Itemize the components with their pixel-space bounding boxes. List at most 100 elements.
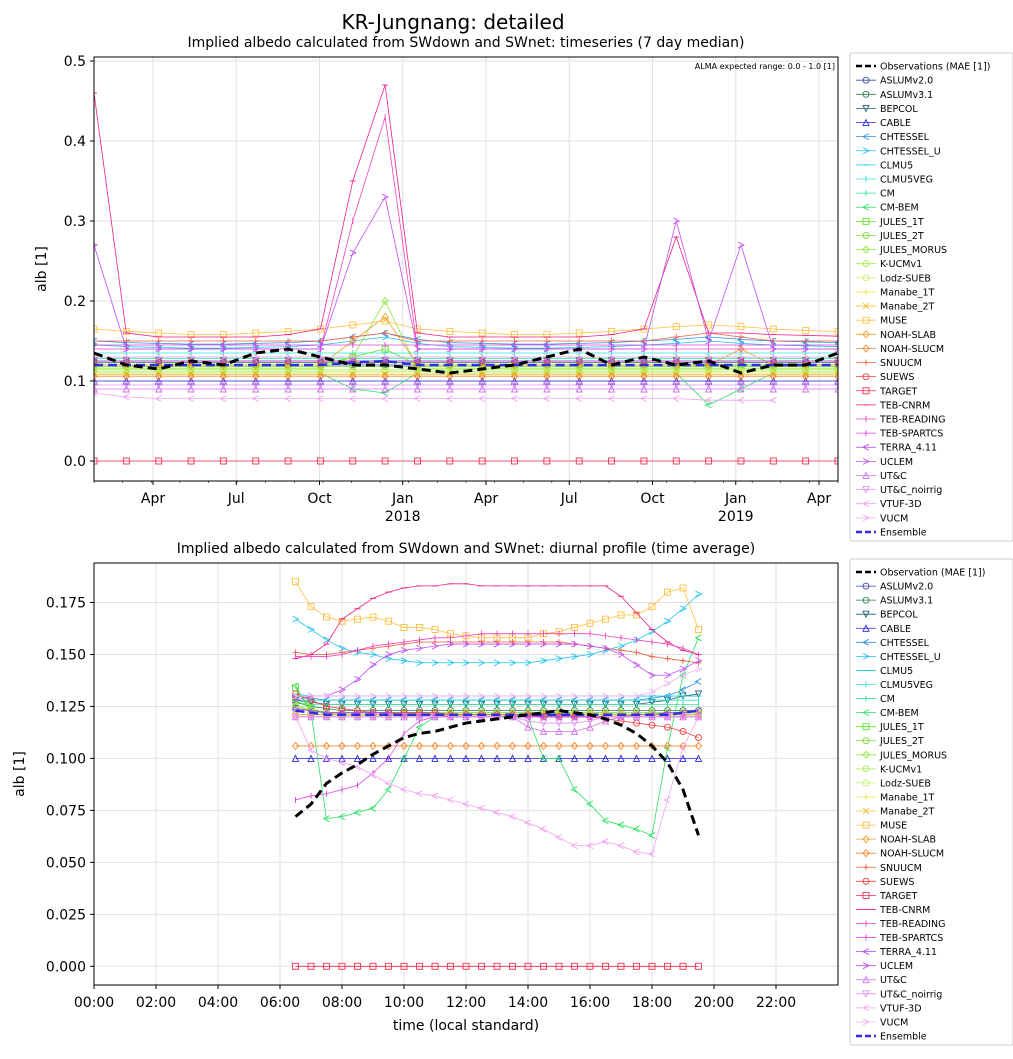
point-uclem [478, 640, 486, 648]
point-vtuf-3d [508, 813, 516, 821]
point-ut-c-noirrig [539, 719, 548, 728]
point-ut-c [555, 727, 563, 735]
point-muse [672, 323, 680, 331]
y-tick-label: 0.075 [46, 803, 86, 819]
point-muse [586, 619, 594, 627]
point-target [447, 962, 454, 970]
legend-label-muse: MUSE [880, 316, 907, 327]
point-vtuf-3d [316, 395, 324, 403]
point-target [400, 962, 408, 970]
point-terra-4-11 [413, 357, 421, 365]
point-jules-2t [94, 363, 98, 371]
point-vtuf-3d [539, 825, 547, 833]
point-snuucm [835, 338, 838, 344]
legend-marker-noah-slab [862, 834, 870, 844]
point-cm-bem [570, 786, 578, 793]
legend-marker-ut-c-noirrig [862, 486, 870, 494]
line-ensemble [94, 359, 838, 367]
point-cable [477, 754, 486, 762]
point-muse [252, 329, 260, 337]
legend-marker-noah-slucm [862, 344, 870, 353]
point-terra-4-11 [663, 709, 671, 717]
legend-label-manabe-1t: Manabe_1T [880, 287, 935, 298]
point-uclem [400, 646, 409, 654]
point-ut-c [543, 384, 551, 393]
point-cable [94, 376, 98, 385]
point-ut-c-noirrig [801, 381, 810, 390]
y-tick-label: 0.000 [46, 959, 86, 975]
legend-label-ut-c-noirrig: UT&C_noirrig [880, 989, 942, 1000]
point-snuucm [618, 647, 624, 654]
point-ut-c [284, 384, 292, 393]
point-terra-4-11 [219, 357, 227, 365]
point-cable [801, 376, 810, 385]
point-target [586, 962, 594, 970]
point-ut-c-noirrig [672, 381, 680, 390]
point-vucm [416, 692, 424, 700]
point-cable [252, 376, 260, 385]
point-vucm [252, 353, 260, 361]
point-vtuf-3d [736, 396, 745, 404]
series-vtuf-3d [291, 713, 702, 858]
line-muse [94, 320, 838, 336]
line-teb-cnrm [94, 84, 838, 338]
point-muse [543, 331, 551, 339]
point-cm-bem [415, 723, 423, 731]
point-noah-slab [737, 344, 745, 354]
point-muse [664, 588, 671, 596]
legend-label-teb-reading: TEB-READING [879, 415, 945, 426]
point-noah-slucm [338, 741, 346, 751]
point-chtessel-u [447, 659, 455, 667]
point-cm-bem [694, 634, 702, 642]
point-uclem [431, 642, 440, 650]
point-vtuf-3d [632, 848, 640, 856]
point-muse [737, 323, 745, 331]
point-noah-slucm [478, 372, 486, 381]
point-chtessel-u [400, 657, 409, 665]
point-vucm [349, 353, 357, 361]
legend-label-bepcol: BEPCOL [880, 610, 918, 621]
point-muse [292, 578, 299, 586]
point-vucm [673, 353, 681, 361]
point-ut-c-noirrig [252, 381, 260, 390]
point-terra-4-11 [384, 709, 392, 717]
legend-marker-manabe-1t [863, 793, 869, 800]
point-ut-c-noirrig [679, 713, 687, 721]
point-target [705, 457, 713, 465]
point-ut-c-noirrig [384, 713, 393, 721]
point-vtuf-3d [575, 395, 583, 403]
point-target [323, 962, 330, 970]
point-chtessel-u [187, 344, 196, 352]
point-noah-slucm [802, 372, 810, 381]
point-terra-4-11 [736, 357, 745, 365]
point-ut-c-noirrig [737, 381, 745, 390]
point-uclem [123, 345, 131, 353]
point-target [349, 457, 357, 465]
point-muse [633, 611, 640, 619]
legend-marker-cable [862, 624, 870, 632]
legend-label-target: TARGET [879, 891, 918, 902]
legend-label-cm-bem: CM-BEM [880, 203, 919, 214]
point-cm-bem [704, 401, 712, 409]
point-target [540, 962, 547, 970]
series-teb-reading [295, 630, 699, 660]
point-vucm [400, 692, 409, 700]
point-snuucm [94, 338, 97, 344]
point-noah-slucm [672, 372, 680, 381]
point-muse [349, 321, 357, 329]
legend-label-teb-cnrm: TEB-CNRM [879, 400, 930, 411]
point-target [478, 457, 486, 465]
point-noah-slucm [353, 741, 362, 751]
point-vtuf-3d [413, 395, 421, 403]
point-vucm [284, 353, 293, 361]
point-suews [664, 723, 671, 731]
figure-title: KR-Jungnang: detailed [341, 10, 564, 34]
point-chtessel-u [431, 659, 440, 667]
point-muse [602, 615, 609, 623]
point-vucm [737, 353, 745, 361]
legend-label-vucm: VUCM [880, 513, 908, 524]
point-ut-c [704, 384, 713, 393]
point-suews [400, 709, 408, 717]
point-noah-slucm [415, 741, 424, 751]
point-vtuf-3d [523, 819, 532, 827]
